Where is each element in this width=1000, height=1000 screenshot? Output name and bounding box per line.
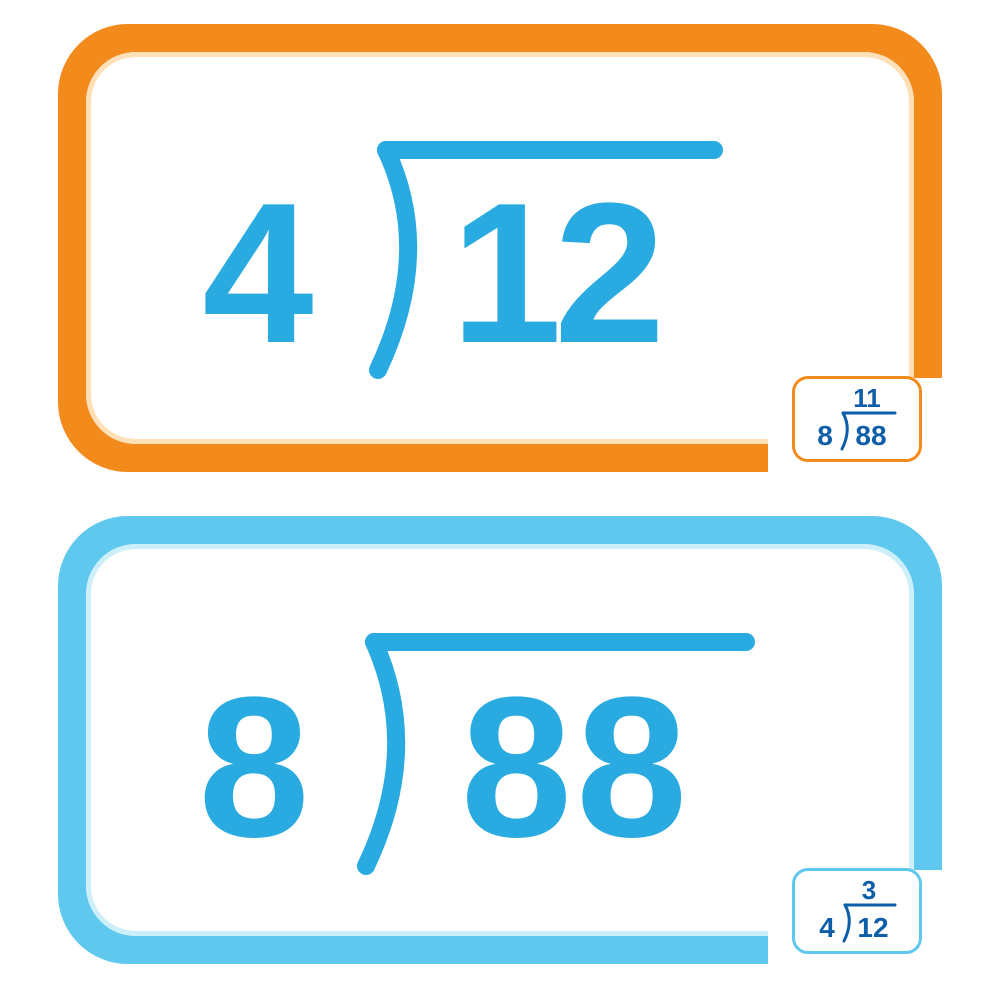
mini-quotient: 11 (853, 383, 881, 413)
mini-quotient: 3 (862, 875, 876, 905)
mini-curve (844, 905, 849, 941)
mini-divisor: 8 (817, 420, 833, 451)
division-curve (378, 150, 408, 370)
mini-curve (842, 413, 847, 449)
mini-dividend: 12 (857, 912, 888, 943)
flashcard-orange: 4 12 11 8 88 (58, 24, 942, 472)
answer-tab: 11 8 88 (792, 376, 922, 462)
dividend: 88 (461, 656, 691, 879)
mini-divisor: 4 (819, 912, 835, 943)
divisor: 4 (202, 162, 313, 385)
answer-tab: 3 4 12 (792, 868, 922, 954)
dividend: 12 (451, 162, 658, 385)
flashcard-blue: 8 88 3 4 12 (58, 516, 942, 964)
stage: 4 12 11 8 88 8 88 (0, 0, 1000, 1000)
divisor: 8 (198, 656, 309, 879)
mini-dividend: 88 (855, 420, 886, 451)
division-curve (366, 642, 396, 866)
